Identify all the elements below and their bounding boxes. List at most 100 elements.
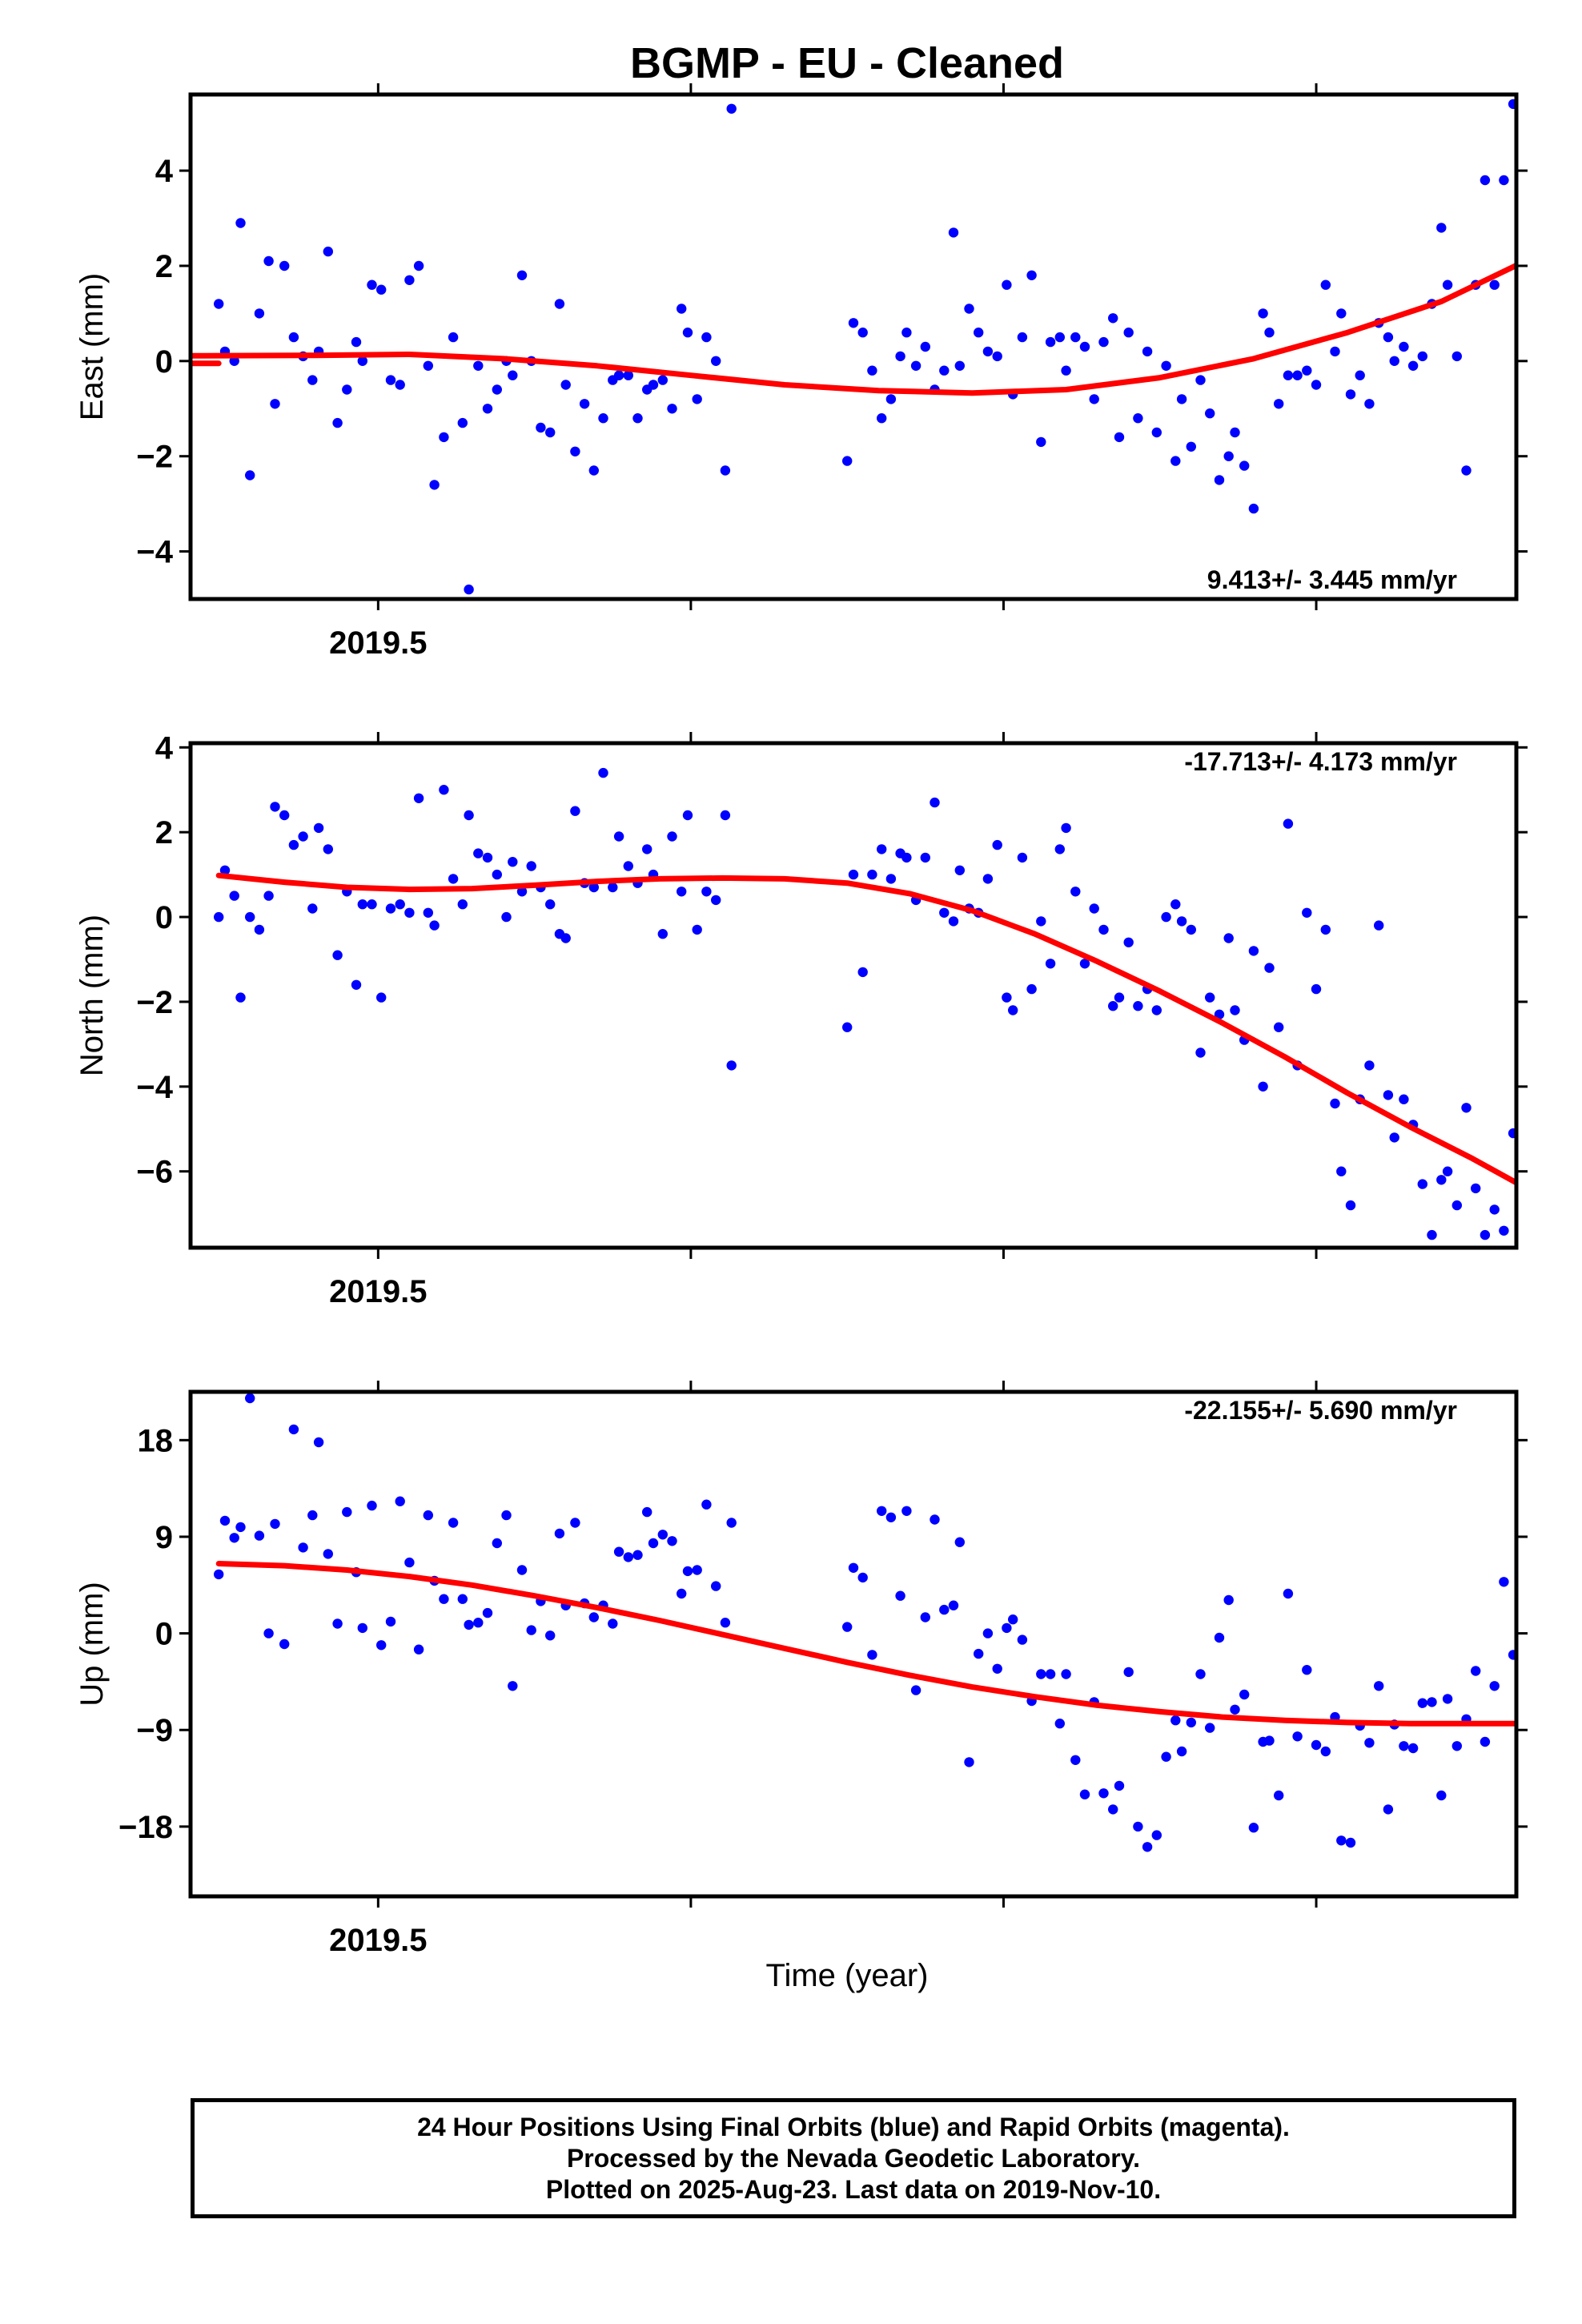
up-data-point [464,1619,474,1630]
up-y-tick-label: −9 [136,1713,173,1748]
north-data-point [526,861,536,871]
north-data-point [429,920,440,931]
up-data-point [404,1557,415,1568]
north-y-tick-label: 4 [155,730,174,766]
up-data-point [1543,1675,1552,1684]
east-data-point [254,308,265,319]
up-data-point [720,1618,731,1628]
up-data-point [1274,1790,1284,1801]
east-data-point [1442,279,1453,290]
north-data-point [376,992,387,1003]
up-data-point [1561,1655,1571,1664]
up-data-point [473,1618,484,1628]
up-data-point [992,1663,1002,1674]
east-data-point [1079,341,1090,352]
east-data-point [910,360,921,371]
north-data-point [842,1022,853,1032]
up-data-point [1364,1738,1375,1748]
north-data-point [1471,1183,1481,1194]
up-data-point [1070,1755,1081,1765]
north-data-point [1161,911,1171,923]
north-data-point [1123,937,1134,948]
up-data-point [1283,1588,1294,1599]
north-points-group [214,767,1516,1240]
east-data-point [1089,394,1099,404]
up-data-point [313,1437,324,1448]
east-data-point [848,318,859,328]
up-data-point [376,1640,387,1651]
up-data-point [1123,1667,1134,1678]
east-data-point [857,328,868,338]
north-data-point [270,802,280,812]
east-data-point [1533,218,1543,227]
up-data-point [613,1546,624,1557]
east-data-point [885,394,897,404]
north-data-point [254,924,265,935]
east-data-point [229,356,239,366]
up-data-point [1223,1594,1234,1606]
east-plot-frame [188,92,1519,601]
up-data-point [848,1562,859,1574]
north-data-point [395,899,405,910]
up-data-point [342,1506,352,1518]
north-data-point [692,924,702,935]
north-data-point [482,852,493,863]
north-data-point [1364,1060,1375,1071]
north-data-point [1489,1204,1500,1215]
east-data-point [939,365,950,376]
up-data-point [701,1499,712,1510]
north-data-point [701,887,712,897]
up-data-point [288,1424,299,1435]
east-data-point [1461,465,1472,476]
east-data-point [1355,370,1365,380]
north-data-point [1002,992,1012,1003]
up-data-point [1061,1669,1071,1679]
up-data-point [270,1518,280,1530]
east-data-point [948,227,959,238]
up-data-point [632,1550,643,1560]
north-data-point [464,810,474,821]
up-data-point [1302,1665,1312,1675]
east-data-point [1195,375,1206,385]
north-data-point [288,839,299,850]
up-data-point [1239,1689,1250,1700]
up-data-point [1151,1830,1162,1840]
east-data-point [307,375,318,385]
north-data-point [263,891,274,901]
up-data-point [930,1514,940,1525]
north-data-point [560,933,571,943]
up-data-point [1336,1835,1347,1846]
east-data-point [1070,332,1081,343]
up-data-point [1527,1699,1536,1708]
east-data-point [1142,346,1153,357]
up-data-point [332,1618,343,1629]
north-data-point [413,793,424,803]
north-y-tick-label: 2 [155,815,173,850]
east-y-axis-label: East (mm) [74,273,110,420]
east-data-point [270,399,280,409]
east-data-point [323,246,333,257]
up-data-point [1114,1780,1125,1791]
east-y-tick-label: −2 [136,440,173,475]
north-data-point [570,806,580,816]
north-data-point [219,865,231,876]
east-data-point [657,375,668,385]
up-data-point [1311,1739,1322,1751]
north-plot-frame [188,741,1519,1250]
north-data-point [642,844,652,854]
up-data-point [439,1594,449,1604]
north-data-point [1045,959,1056,969]
east-data-point [1230,427,1240,438]
east-data-point [954,360,966,371]
east-data-point [623,370,633,380]
north-data-point [279,810,290,821]
up-data-point [1142,1842,1153,1852]
north-data-point [1108,1001,1118,1011]
up-data-point [682,1566,693,1577]
north-data-point [1508,1128,1516,1139]
up-data-point [1195,1669,1206,1679]
east-data-point [570,446,580,456]
east-y-tick-label: −4 [136,535,173,570]
east-data-point [982,346,994,357]
east-data-point [579,399,590,409]
